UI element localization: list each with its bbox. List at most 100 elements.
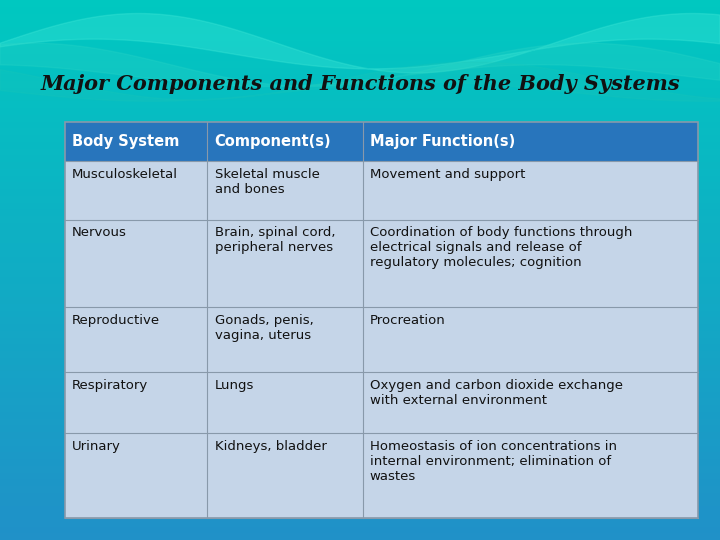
Bar xyxy=(0,209,720,216)
Bar xyxy=(0,399,720,405)
Bar xyxy=(0,384,720,391)
Bar xyxy=(0,202,720,209)
Bar xyxy=(0,222,720,230)
Bar xyxy=(0,162,720,168)
Bar xyxy=(0,156,720,162)
Bar xyxy=(65,122,698,518)
Bar xyxy=(0,168,720,176)
Text: Nervous: Nervous xyxy=(72,226,127,239)
Text: Homeostasis of ion concentrations in
internal environment; elimination of
wastes: Homeostasis of ion concentrations in int… xyxy=(370,440,617,483)
Bar xyxy=(0,486,720,492)
Text: Major Function(s): Major Function(s) xyxy=(370,134,515,149)
Bar xyxy=(0,148,720,156)
Bar xyxy=(0,480,720,486)
Bar xyxy=(0,141,720,149)
Bar xyxy=(0,263,720,270)
Bar xyxy=(0,418,720,426)
Bar xyxy=(0,276,720,284)
Bar xyxy=(0,94,720,102)
Text: Component(s): Component(s) xyxy=(215,134,331,149)
Text: Skeletal muscle
and bones: Skeletal muscle and bones xyxy=(215,167,320,195)
Bar xyxy=(0,115,720,122)
Bar xyxy=(0,230,720,237)
Bar xyxy=(0,256,720,263)
Bar xyxy=(0,195,720,202)
Bar xyxy=(0,500,720,507)
Bar xyxy=(0,14,720,20)
Bar xyxy=(0,0,720,6)
Bar xyxy=(0,33,720,40)
Bar xyxy=(0,519,720,526)
Bar xyxy=(0,297,720,303)
Bar xyxy=(0,189,720,195)
Text: Major Components and Functions of the Body Systems: Major Components and Functions of the Bo… xyxy=(40,73,680,94)
Text: Gonads, penis,
vagina, uterus: Gonads, penis, vagina, uterus xyxy=(215,314,313,342)
Bar xyxy=(0,237,720,243)
Text: Reproductive: Reproductive xyxy=(72,314,160,327)
Bar xyxy=(0,438,720,445)
Text: Musculoskeletal: Musculoskeletal xyxy=(72,167,178,181)
Bar xyxy=(0,452,720,459)
Text: Movement and support: Movement and support xyxy=(370,167,525,181)
Bar xyxy=(0,135,720,141)
Bar xyxy=(0,249,720,256)
Bar xyxy=(0,338,720,345)
Bar xyxy=(0,243,720,249)
Bar xyxy=(0,27,720,33)
Text: Kidneys, bladder: Kidneys, bladder xyxy=(215,440,326,453)
Bar xyxy=(65,122,698,518)
Bar xyxy=(0,345,720,351)
Bar xyxy=(65,122,698,161)
Bar xyxy=(0,392,720,399)
Bar xyxy=(0,40,720,47)
Bar xyxy=(0,405,720,411)
Bar xyxy=(0,378,720,384)
Bar xyxy=(0,128,720,135)
Bar xyxy=(0,176,720,183)
Bar xyxy=(0,183,720,189)
Bar xyxy=(0,513,720,519)
Bar xyxy=(0,108,720,115)
Text: Brain, spinal cord,
peripheral nerves: Brain, spinal cord, peripheral nerves xyxy=(215,226,335,254)
Text: Oxygen and carbon dioxide exchange
with external environment: Oxygen and carbon dioxide exchange with … xyxy=(370,379,623,407)
Bar xyxy=(0,426,720,432)
Text: Urinary: Urinary xyxy=(72,440,121,453)
Text: Coordination of body functions through
electrical signals and release of
regulat: Coordination of body functions through e… xyxy=(370,226,632,269)
Bar xyxy=(0,68,720,74)
Bar xyxy=(0,54,720,60)
Bar xyxy=(0,102,720,108)
Bar xyxy=(0,74,720,81)
Bar xyxy=(0,270,720,276)
Bar xyxy=(0,472,720,480)
Bar xyxy=(0,446,720,453)
Text: Body System: Body System xyxy=(72,134,179,149)
Bar xyxy=(0,351,720,357)
Bar xyxy=(0,291,720,297)
Bar xyxy=(0,493,720,500)
Bar xyxy=(0,534,720,540)
Bar xyxy=(0,330,720,338)
Bar xyxy=(0,81,720,87)
Bar xyxy=(0,465,720,472)
Bar xyxy=(0,284,720,291)
Bar xyxy=(0,372,720,378)
Bar xyxy=(0,122,720,128)
Bar xyxy=(0,216,720,222)
Bar xyxy=(0,303,720,310)
Text: Procreation: Procreation xyxy=(370,314,446,327)
Bar xyxy=(0,317,720,324)
Text: Respiratory: Respiratory xyxy=(72,379,148,392)
Bar xyxy=(0,411,720,418)
Text: Lungs: Lungs xyxy=(215,379,254,392)
Bar xyxy=(0,87,720,94)
Bar xyxy=(0,364,720,372)
Bar xyxy=(0,60,720,68)
Bar xyxy=(0,20,720,27)
Bar xyxy=(0,310,720,317)
Bar xyxy=(0,507,720,513)
Bar xyxy=(0,358,720,365)
Bar xyxy=(0,526,720,534)
Bar xyxy=(0,324,720,330)
Bar xyxy=(0,6,720,14)
Bar xyxy=(0,432,720,438)
